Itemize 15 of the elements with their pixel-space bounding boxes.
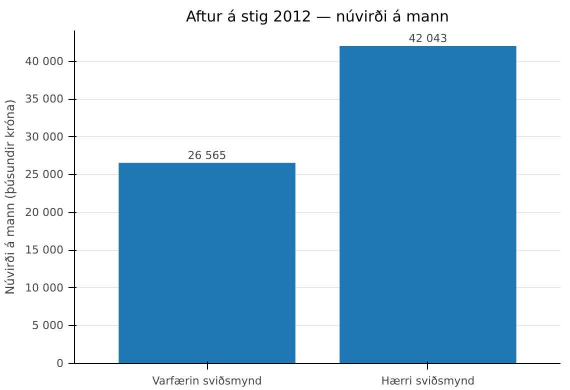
x-tick-label: Varfærin sviðsmynd [152, 374, 262, 388]
y-tick-label: 25 000 [25, 168, 64, 182]
x-tick-label: Hærri sviðsmynd [381, 374, 475, 388]
y-tick-label: 40 000 [25, 54, 64, 68]
y-tick-label: 35 000 [25, 92, 64, 106]
y-axis-title: Núvirði á mann (þúsundir króna) [3, 99, 18, 295]
data-label: 26 565 [188, 148, 226, 162]
y-tick-label: 15 000 [25, 244, 64, 257]
y-tick-label: 10 000 [25, 281, 64, 294]
y-tick-label: 5 000 [32, 319, 64, 332]
data-label: 42 043 [408, 32, 448, 46]
y-tick-label: 20 000 [25, 206, 64, 219]
y-tick-label: 0 [56, 357, 64, 370]
y-tick-label: 30 000 [25, 130, 64, 144]
chart-title: Aftur á stig 2012 — núvirði á mann [186, 8, 450, 26]
